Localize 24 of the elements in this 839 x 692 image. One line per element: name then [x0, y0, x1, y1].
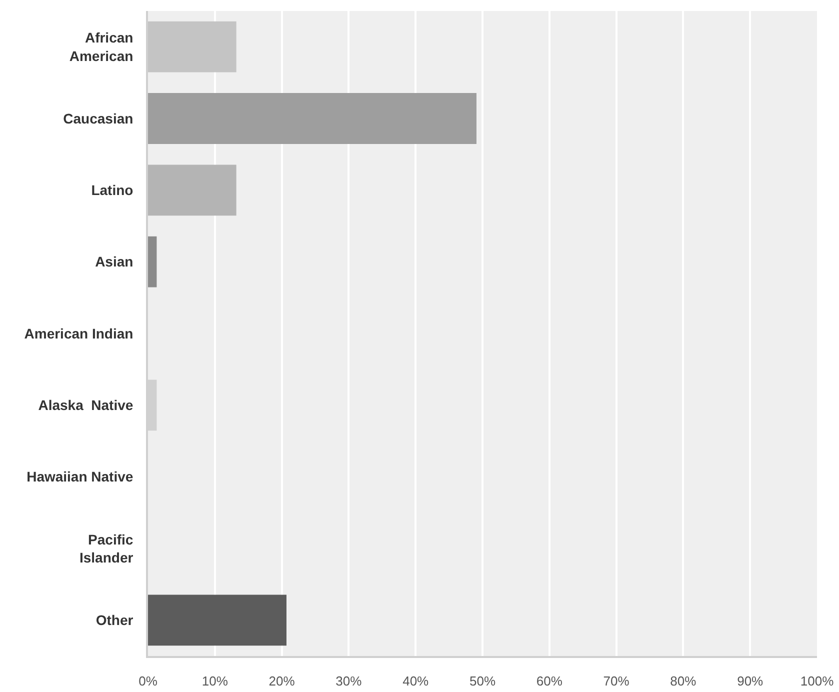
bar — [148, 93, 476, 144]
y-tick-label: Caucasian — [63, 110, 134, 126]
x-tick-label: 10% — [202, 674, 228, 689]
y-tick-label: Hawaiian Native — [26, 468, 134, 485]
y-tick-label: African American — [69, 30, 134, 64]
y-tick-label: Latino — [91, 182, 134, 198]
x-tick-label: 70% — [603, 674, 630, 689]
x-tick-label: 90% — [737, 674, 764, 689]
x-tick-label: 60% — [536, 674, 563, 689]
bar — [148, 236, 157, 288]
x-tick-label: 100% — [800, 674, 834, 689]
bar — [148, 594, 286, 646]
x-tick-label: 40% — [402, 674, 430, 689]
x-tick-label: 50% — [469, 674, 496, 689]
y-tick-label: Pacific Islander — [79, 531, 134, 566]
x-tick-label: 20% — [268, 674, 296, 689]
y-tick-label: Asian — [95, 254, 134, 270]
x-tick-label: 30% — [336, 674, 362, 689]
x-tick-label: 0% — [138, 674, 158, 689]
y-tick-label: Alaska Native — [38, 397, 134, 414]
y-tick-label: American Indian — [24, 325, 134, 342]
bar — [148, 164, 236, 216]
x-tick-label: 80% — [670, 674, 697, 689]
y-tick-label: Other — [96, 612, 134, 628]
